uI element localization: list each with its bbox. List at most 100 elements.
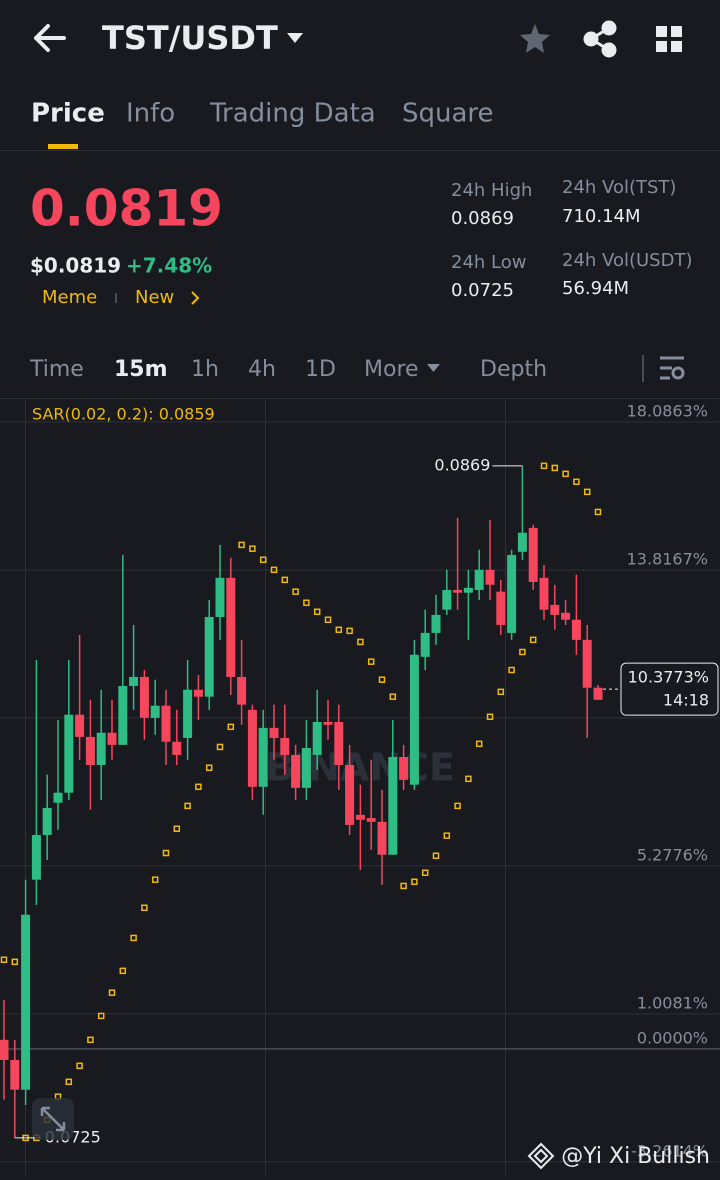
- pair-caret[interactable]: [287, 33, 303, 43]
- tag[interactable]: Meme: [42, 287, 97, 308]
- sar-dot: [151, 876, 159, 883]
- sar-dot: [465, 775, 472, 783]
- sar-dot: [249, 545, 256, 552]
- candle-body: [204, 616, 214, 697]
- timeframe[interactable]: 1h: [191, 357, 219, 382]
- expand-arrows: [40, 1106, 66, 1132]
- timeframe[interactable]: More: [364, 357, 419, 382]
- candle-body: [53, 792, 63, 803]
- tag-separator: [115, 293, 117, 303]
- change: +7.48%: [126, 254, 212, 278]
- y-tick-label: 18.0863%: [627, 401, 708, 420]
- share-icon[interactable]: [583, 20, 617, 58]
- pair[interactable]: TST/USDT: [102, 19, 278, 57]
- tag-arrow[interactable]: [191, 291, 200, 305]
- sar-dot: [195, 783, 202, 791]
- last-tag-label: 10.3773%: [628, 668, 709, 687]
- sar-dot: [367, 658, 375, 665]
- last-tag-time: 14:18: [663, 691, 709, 710]
- timeframe[interactable]: Time: [29, 357, 84, 382]
- more-caret[interactable]: [427, 364, 440, 372]
- candle-body: [107, 732, 117, 745]
- sar-dot: [216, 743, 224, 751]
- candle-body: [496, 591, 506, 625]
- timeframe[interactable]: 15m: [114, 357, 168, 382]
- candle-body: [150, 705, 160, 718]
- tab[interactable]: Trading Data: [209, 99, 376, 129]
- y-tick-label: 0.0000%: [637, 1028, 708, 1047]
- sar-dot: [173, 825, 181, 832]
- tab[interactable]: Square: [402, 99, 494, 129]
- candle-body: [409, 654, 419, 785]
- candle-body: [237, 676, 247, 705]
- grid-icon[interactable]: [656, 26, 682, 52]
- sar-dot: [432, 852, 440, 860]
- y-tick-label: 13.8167%: [627, 549, 708, 568]
- stat-value: 0.0869: [451, 208, 514, 229]
- settings-icon[interactable]: [660, 356, 685, 380]
- candle-body: [431, 614, 441, 633]
- sar-dot: [281, 576, 289, 584]
- sar-dot: [497, 688, 505, 696]
- sar-dot: [421, 869, 429, 877]
- tag[interactable]: New: [135, 287, 174, 308]
- y-tick-label: 1.0081%: [637, 993, 708, 1012]
- stat-value: 0.0725: [451, 280, 514, 301]
- stat-value: 710.14M: [562, 206, 641, 227]
- stat-label: 24h Vol(USDT): [562, 250, 692, 271]
- sar-dot: [238, 541, 245, 549]
- candle-body: [571, 619, 581, 640]
- candle-body: [345, 764, 355, 825]
- candle-body: [0, 1039, 9, 1060]
- candle-body: [258, 727, 268, 787]
- candle-body: [64, 714, 74, 793]
- sar-dot: [551, 464, 559, 472]
- tab[interactable]: Price: [31, 99, 105, 129]
- star-icon[interactable]: [520, 24, 550, 53]
- usd-price: $0.0819: [30, 254, 121, 278]
- sar-dot: [259, 556, 267, 564]
- last-price: 0.0819: [30, 180, 223, 238]
- y-tick-label: 5.2776%: [637, 845, 708, 864]
- sar-dot: [573, 478, 580, 486]
- timeframe[interactable]: Depth: [480, 357, 547, 382]
- candle-body: [161, 705, 171, 742]
- candle-body: [517, 532, 527, 552]
- sar-dot: [108, 989, 116, 996]
- sar-dot: [87, 1036, 94, 1044]
- footer-logo: [527, 1142, 555, 1170]
- stat-value: 56.94M: [562, 278, 629, 299]
- timeframe[interactable]: 4h: [248, 357, 276, 382]
- tab[interactable]: Info: [126, 99, 175, 129]
- candle-body: [247, 709, 257, 787]
- sar-dot: [508, 666, 515, 674]
- sar-dot: [443, 832, 451, 839]
- candle-body: [215, 577, 225, 617]
- timeframe[interactable]: 1D: [305, 357, 336, 382]
- sar-dot: [0, 956, 8, 964]
- back-icon[interactable]: [34, 24, 66, 52]
- expand-icon[interactable]: [32, 1098, 74, 1140]
- sar-dot: [400, 882, 407, 890]
- candle-body: [193, 689, 203, 697]
- sar-dot: [594, 508, 602, 516]
- sar-dot: [335, 626, 343, 634]
- sar-dot: [357, 638, 364, 646]
- sar-dot: [162, 849, 170, 857]
- candle-body: [96, 732, 106, 765]
- candle-body: [291, 754, 301, 788]
- candle-body: [463, 587, 473, 593]
- tab-indicator: [48, 144, 78, 149]
- candle-body: [21, 914, 31, 1090]
- sar-dot: [324, 616, 332, 623]
- sar-dot: [65, 1078, 73, 1086]
- candle-body: [582, 639, 592, 688]
- sar-dot: [303, 599, 310, 607]
- sar-dot: [411, 878, 418, 886]
- sar-dot: [76, 1062, 83, 1070]
- candle-body: [550, 604, 560, 615]
- sar-dot: [270, 566, 278, 574]
